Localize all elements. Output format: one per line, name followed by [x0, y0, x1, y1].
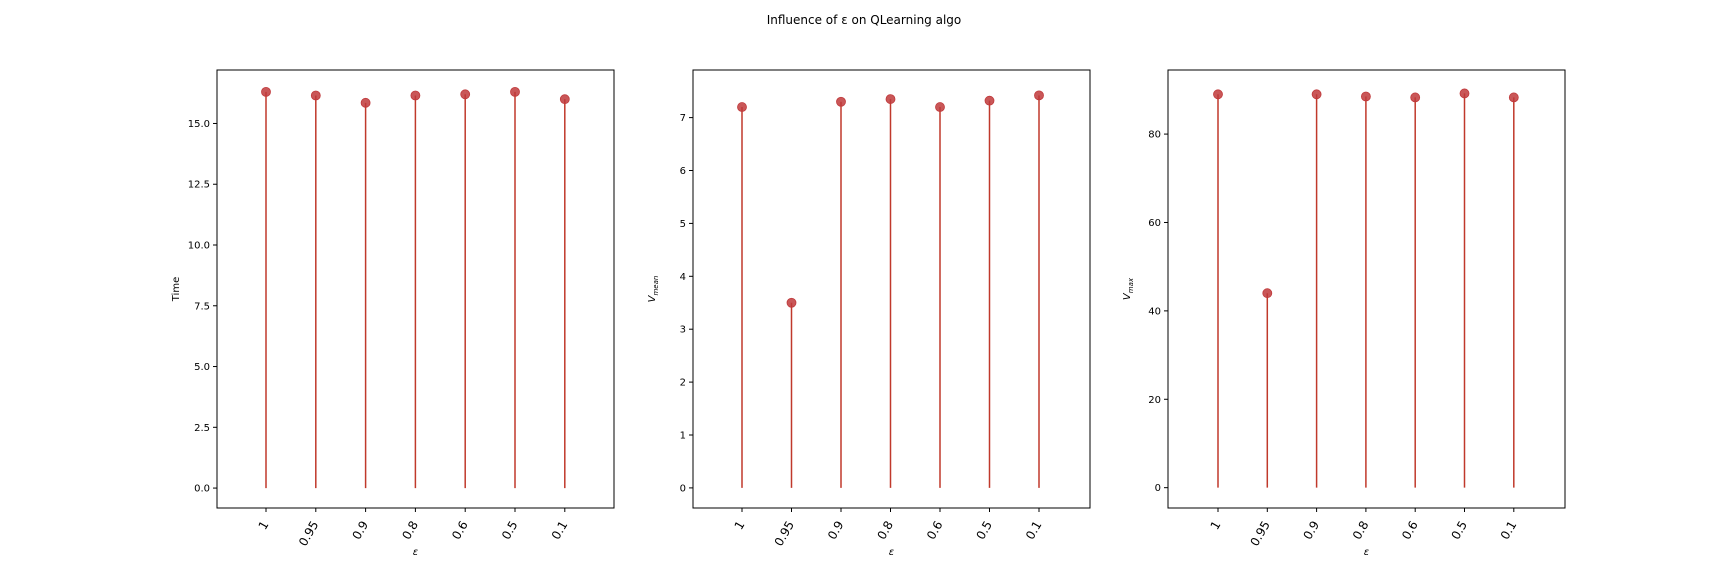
stem-marker — [510, 86, 520, 97]
y-tick-label: 5.0 — [194, 362, 210, 373]
subplots-container: 0.02.55.07.510.012.515.01 0.95 0.9 0.8 0.6 0.… — [171, 69, 1566, 558]
subplot-1: 0.0 2.5 5.0 7.5 10.0 12.5 15.0 1 0.95 0.9 0.8 0.6 0.… — [171, 69, 615, 558]
x-tick-label: 1 — [256, 519, 272, 533]
y-tick-label: 10.0 — [188, 241, 210, 252]
stem-marker — [1410, 92, 1421, 103]
y-axis-label: Vmean — [647, 276, 660, 303]
y-tick-label: 12.5 — [188, 180, 210, 191]
stem-marker — [261, 86, 271, 97]
x-tick-label: 0.8 — [399, 519, 421, 543]
x-tick-label: 0.1 — [1498, 519, 1520, 543]
x-tick-label: 0.1 — [549, 519, 571, 543]
x-tick-label: 0.8 — [1350, 519, 1372, 543]
y-tick-label: 0 — [1155, 483, 1161, 494]
stem-marker — [1459, 88, 1470, 99]
stem-marker — [1311, 89, 1322, 100]
stem-marker — [1508, 92, 1519, 103]
y-tick-label: 15.0 — [188, 119, 210, 130]
stem-marker — [310, 90, 321, 101]
y-tick-label: 0 — [680, 483, 686, 494]
x-axis-label: ε — [1364, 547, 1370, 558]
x-axis-label: ε — [413, 547, 419, 558]
subplot-2: 0 1 2 3 4 5 6 7 1 0.95 0.9 0.8 0.6 0.5 0.1 ε Vmean — [647, 69, 1091, 558]
x-tick-label: 0.9 — [825, 519, 847, 543]
x-tick-label: 0.6 — [924, 519, 946, 543]
x-tick-label: 0.1 — [1023, 519, 1045, 543]
x-tick-label: 0.5 — [1448, 519, 1470, 543]
stem-marker — [410, 90, 421, 101]
x-tick-label: 0.95 — [296, 519, 321, 549]
x-tick-label: 0.6 — [449, 519, 471, 543]
stem-marker — [1034, 90, 1044, 101]
x-tick-label: 1 — [732, 519, 748, 533]
x-axis-label: ε — [889, 547, 895, 558]
stem-marker — [1213, 89, 1223, 100]
y-axis-label: Time — [171, 277, 182, 302]
stem-marker — [1262, 288, 1273, 299]
stem-marker — [460, 89, 471, 100]
x-tick-label: 0.6 — [1399, 519, 1421, 543]
subplot-3: 0 20 40 60 80 1 0.95 0.9 0.8 0.6 0.5 0.1 ε Vmax — [1122, 69, 1566, 558]
y-axis-label: Vmax — [1122, 277, 1135, 300]
stem-marker — [885, 94, 896, 104]
axes-frame — [692, 69, 1091, 509]
y-tick-label: 2.5 — [194, 423, 210, 434]
y-tick-label: 3 — [680, 325, 686, 336]
figure-title: Influence of ε on QLearning algo — [767, 13, 962, 27]
y-tick-label: 5 — [680, 219, 686, 230]
x-tick-label: 1 — [1208, 519, 1224, 533]
y-tick-label: 60 — [1148, 218, 1161, 229]
y-tick-label: 20 — [1148, 395, 1161, 406]
y-tick-label: 7 — [680, 113, 686, 124]
y-tick-label: 0.0 — [194, 484, 210, 495]
x-tick-label: 0.9 — [1301, 519, 1323, 543]
axes-frame — [1167, 69, 1566, 509]
y-tick-label: 40 — [1148, 306, 1161, 317]
y-tick-label: 2 — [680, 378, 686, 389]
y-tick-label: 80 — [1148, 130, 1161, 141]
x-tick-label: 0.8 — [874, 519, 896, 543]
y-tick-label: 7.5 — [194, 301, 210, 312]
stem-marker — [786, 297, 797, 308]
stem-marker — [360, 97, 371, 108]
y-tick-label: 4 — [680, 272, 686, 283]
stem-marker — [1361, 91, 1371, 102]
stem-marker — [984, 95, 995, 106]
stem-marker — [836, 96, 846, 107]
x-tick-label: 0.5 — [499, 519, 521, 543]
stem-marker — [935, 102, 945, 112]
x-tick-label: 0.95 — [772, 519, 797, 549]
y-tick-label: 1 — [680, 431, 686, 442]
x-tick-label: 0.5 — [973, 519, 995, 543]
x-tick-label: 0.95 — [1247, 519, 1272, 549]
x-tick-label: 0.9 — [350, 519, 372, 543]
stem-marker — [559, 94, 570, 105]
y-tick-label: 6 — [680, 166, 686, 177]
stem-marker — [737, 102, 747, 112]
